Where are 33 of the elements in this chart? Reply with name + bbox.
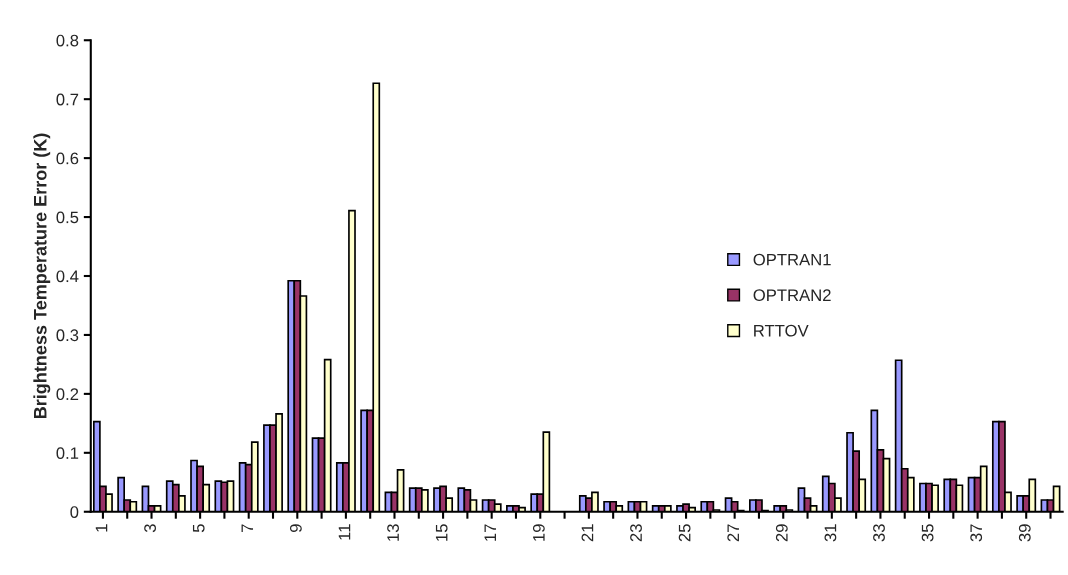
y-tick-label: 0.1 bbox=[56, 447, 79, 460]
x-tick-label: 13 bbox=[387, 524, 399, 541]
x-tick-label: 11 bbox=[338, 524, 351, 540]
x-tick-label: 31 bbox=[824, 524, 837, 542]
y-tick-label: 0.5 bbox=[56, 211, 79, 224]
x-tick-label: 3 bbox=[144, 524, 156, 533]
x-tick-label: 19 bbox=[532, 524, 545, 541]
x-tick-label: 1 bbox=[95, 524, 108, 532]
y-axis-title: Brightness Temperature Error (K) bbox=[33, 133, 51, 419]
y-tick-label: 0.6 bbox=[56, 152, 79, 165]
x-tick-label: 29 bbox=[775, 524, 788, 542]
legend-label: OPTRAN2 bbox=[753, 289, 831, 302]
legend-label: OPTRAN1 bbox=[753, 253, 831, 266]
x-tick-label: 9 bbox=[289, 524, 302, 533]
y-tick-label: 0.3 bbox=[56, 329, 79, 342]
x-tick-label: 25 bbox=[678, 524, 691, 542]
x-tick-label: 27 bbox=[727, 524, 739, 542]
y-tick-label: 0 bbox=[70, 506, 79, 518]
x-tick-label: 7 bbox=[241, 524, 254, 532]
legend-label: RTTOV bbox=[754, 324, 809, 337]
x-tick-label: 15 bbox=[435, 524, 448, 541]
x-tick-label: 35 bbox=[921, 524, 934, 542]
x-tick-label: 21 bbox=[581, 524, 594, 542]
y-tick-label: 0.8 bbox=[56, 34, 79, 47]
x-tick-label: 37 bbox=[970, 524, 983, 542]
x-tick-label: 33 bbox=[873, 524, 885, 542]
y-tick-label: 0.2 bbox=[56, 388, 79, 401]
x-tick-label: 23 bbox=[630, 524, 642, 542]
y-tick-label: 0.4 bbox=[56, 270, 79, 283]
y-tick-label: 0.7 bbox=[56, 93, 79, 106]
x-tick-label: 17 bbox=[484, 524, 496, 541]
x-tick-label: 39 bbox=[1018, 524, 1031, 542]
x-tick-label: 5 bbox=[192, 524, 205, 533]
